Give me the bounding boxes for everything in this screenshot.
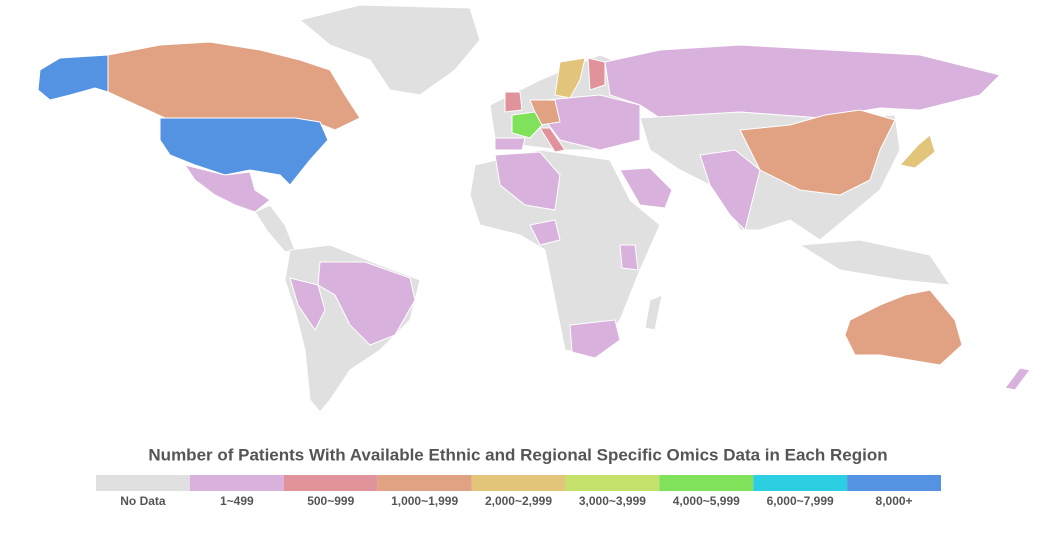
region xyxy=(899,134,936,169)
region xyxy=(254,204,296,253)
region xyxy=(699,149,761,231)
region xyxy=(529,219,561,246)
legend-swatch xyxy=(847,475,941,491)
legend-swatch xyxy=(96,475,190,491)
region xyxy=(844,289,963,366)
legend-label: 4,000~5,999 xyxy=(673,494,740,508)
legend-swatch xyxy=(377,475,472,491)
region xyxy=(159,117,329,186)
region xyxy=(107,41,361,131)
legend-label: 2,000~2,999 xyxy=(485,494,552,508)
legend-title: Number of Patients With Available Ethnic… xyxy=(148,445,887,464)
region xyxy=(1004,367,1031,391)
region xyxy=(539,127,566,153)
region xyxy=(494,151,561,211)
legend-label: 3,000~3,999 xyxy=(579,494,646,508)
legend-swatch xyxy=(471,475,566,491)
legend-label: 8,000+ xyxy=(876,494,913,508)
region xyxy=(554,57,586,99)
region xyxy=(317,261,416,346)
legend-label: 1~499 xyxy=(220,494,254,508)
region xyxy=(798,239,952,286)
legend-label: No Data xyxy=(120,494,166,508)
region xyxy=(604,44,1001,119)
land xyxy=(37,4,1031,413)
legend-label: 1,000~1,999 xyxy=(391,494,458,508)
region xyxy=(587,57,606,91)
legend-label: 6,000~7,999 xyxy=(767,494,834,508)
region xyxy=(504,91,523,113)
region xyxy=(37,54,109,101)
region xyxy=(298,4,481,96)
region xyxy=(619,167,673,209)
legend: No Data 1~499 500~999 1,000~1,999 2,000~2,99… xyxy=(96,475,941,508)
legend-swatch xyxy=(659,475,754,491)
legend-swatch xyxy=(189,475,284,491)
legend-swatch xyxy=(565,475,660,491)
region xyxy=(569,319,621,359)
region xyxy=(739,109,896,196)
region xyxy=(511,111,543,139)
region xyxy=(289,277,326,331)
region xyxy=(183,164,271,213)
region xyxy=(494,137,526,151)
region xyxy=(644,294,663,331)
legend-swatch xyxy=(283,475,378,491)
legend-label: 500~999 xyxy=(307,494,354,508)
region xyxy=(619,244,639,271)
legend-swatch xyxy=(753,475,848,491)
